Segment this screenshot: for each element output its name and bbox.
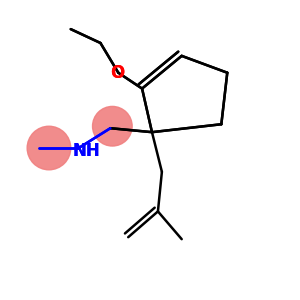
Text: O: O (110, 64, 124, 82)
Circle shape (92, 106, 132, 146)
Text: NH: NH (73, 142, 100, 160)
Text: O: O (110, 64, 124, 82)
Circle shape (27, 126, 71, 170)
Text: NH: NH (73, 142, 100, 160)
